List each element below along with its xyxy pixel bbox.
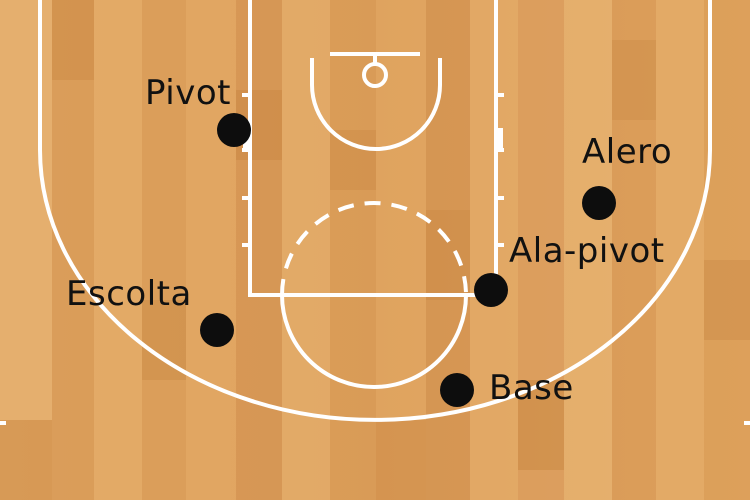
position-label-pivot: Pivot (145, 73, 231, 113)
player-dot-base[interactable] (440, 373, 474, 407)
free-throw-circle-solid (280, 294, 468, 389)
position-label-base: Base (489, 368, 574, 408)
position-label-escolta: Escolta (66, 274, 192, 314)
edge-mark-right (744, 421, 750, 425)
position-label-ala-pivot: Ala-pivot (509, 231, 665, 271)
player-dot-escolta[interactable] (200, 313, 234, 347)
player-dot-alero[interactable] (582, 186, 616, 220)
player-dot-ala-pivot[interactable] (474, 273, 508, 307)
court-lines (38, 0, 712, 422)
edge-mark-left (0, 421, 6, 425)
lane-block-right (496, 128, 503, 150)
restricted-area (310, 58, 442, 151)
position-label-alero: Alero (582, 132, 673, 172)
free-throw-circle-dashed (280, 201, 468, 296)
three-point-line (38, 0, 712, 422)
rim (362, 62, 388, 88)
player-dot-pivot[interactable] (217, 113, 251, 147)
